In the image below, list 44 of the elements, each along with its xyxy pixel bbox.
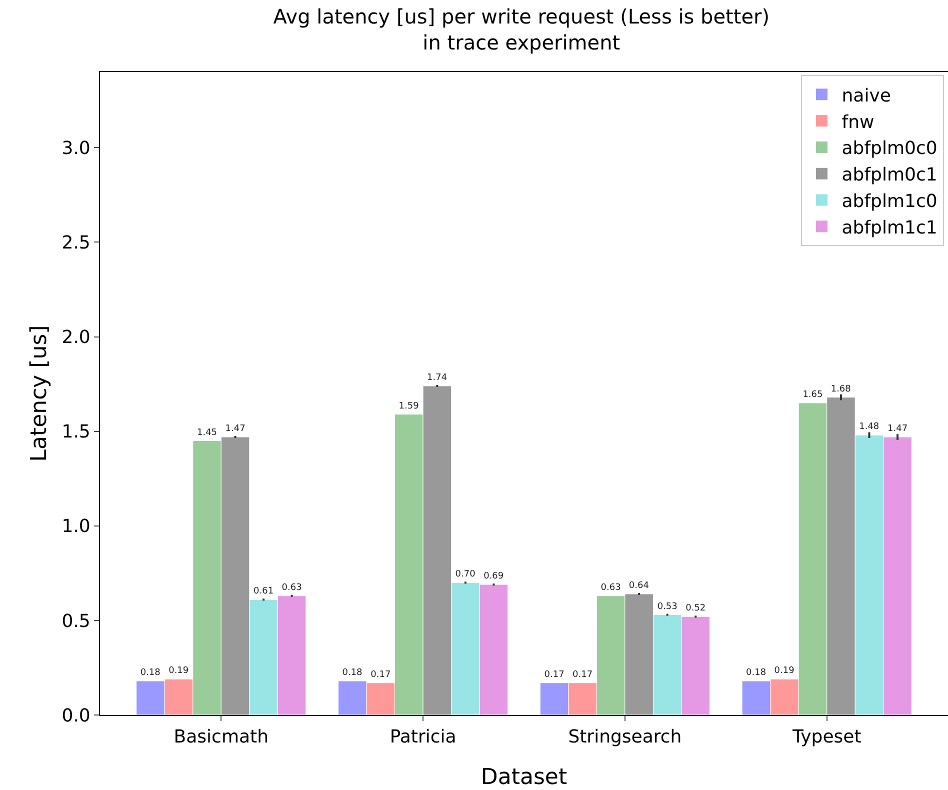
y-tick-label: 2.0 xyxy=(62,327,90,348)
legend-label: abfplm1c1 xyxy=(842,217,938,238)
data-label: 0.63 xyxy=(600,582,621,593)
data-label: 0.69 xyxy=(484,572,504,582)
y-axis-title: Latency [us] xyxy=(27,325,52,462)
data-label: 0.18 xyxy=(342,668,363,678)
data-label: 1.45 xyxy=(196,428,218,438)
x-tick-label: Typeset xyxy=(791,726,862,748)
data-label: 0.17 xyxy=(572,670,593,680)
legend-label: abfplm1c0 xyxy=(842,191,938,212)
data-label: 1.47 xyxy=(225,424,246,434)
y-tick-label: 1.0 xyxy=(62,516,90,538)
y-tick-label: 2.5 xyxy=(62,232,90,254)
x-axis-title: Dataset xyxy=(480,765,568,790)
data-label: 0.18 xyxy=(746,668,766,678)
data-label: 1.48 xyxy=(859,422,880,432)
legend-label: fnw xyxy=(842,112,874,133)
data-label: 1.68 xyxy=(830,384,852,394)
data-label: 0.19 xyxy=(774,666,795,676)
data-label: 1.47 xyxy=(888,424,908,434)
x-tick-label: Patricia xyxy=(390,726,456,748)
data-label: 1.74 xyxy=(427,372,448,383)
data-label: 0.70 xyxy=(455,570,476,580)
legend-label: abfplm0c1 xyxy=(842,164,938,186)
chart-title: Avg latency [us] per write request (Less is better) in trace experiment xyxy=(273,4,770,55)
data-label: 0.17 xyxy=(544,670,564,680)
data-label: 0.64 xyxy=(628,580,650,591)
x-tick-label: Stringsearch xyxy=(568,726,682,748)
data-label: 0.18 xyxy=(140,668,161,678)
data-label: 0.53 xyxy=(657,602,678,612)
y-tick-label: 0.0 xyxy=(62,705,90,726)
data-label: 0.61 xyxy=(254,586,274,597)
data-label: 1.59 xyxy=(398,401,420,412)
data-label: 1.65 xyxy=(802,390,823,400)
data-label: 0.63 xyxy=(282,582,302,593)
data-label: 0.19 xyxy=(168,666,189,676)
legend-label: abfplm0c0 xyxy=(842,138,938,160)
y-tick-label: 3.0 xyxy=(62,138,90,159)
data-label: 0.17 xyxy=(370,670,391,680)
legend-label: naive xyxy=(842,85,891,106)
x-tick-label: Basicmath xyxy=(174,726,268,748)
y-tick-label: 0.5 xyxy=(62,610,90,632)
data-label: 0.52 xyxy=(686,604,706,614)
y-tick-label: 1.5 xyxy=(62,422,90,443)
